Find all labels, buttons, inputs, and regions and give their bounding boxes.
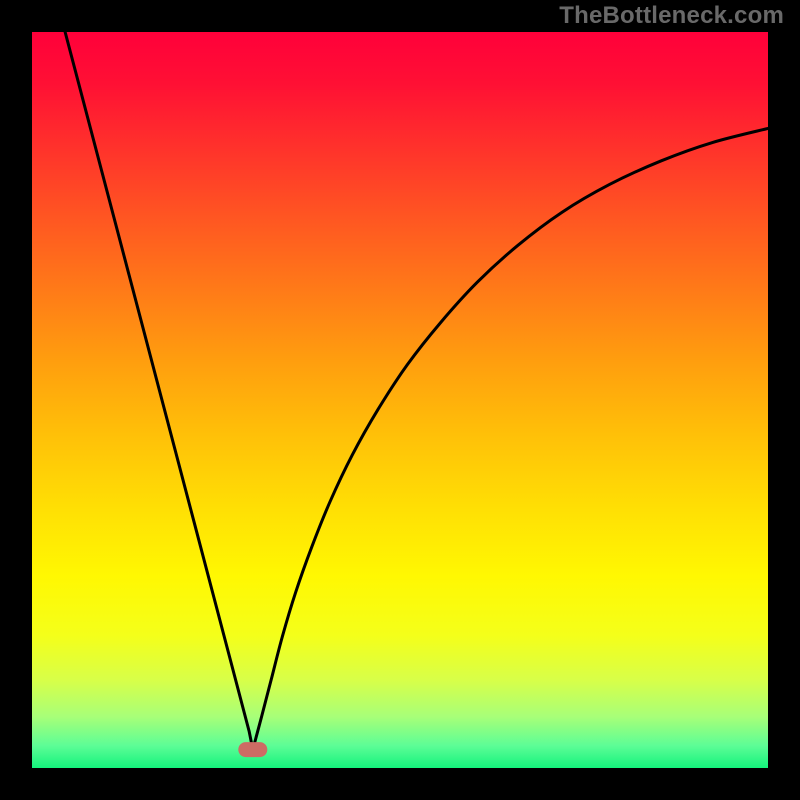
figure-frame: TheBottleneck.com: [0, 0, 800, 800]
watermark-text: TheBottleneck.com: [559, 2, 784, 30]
bottleneck-chart: [32, 32, 768, 768]
gradient-background: [32, 32, 768, 768]
optimal-point-marker: [239, 743, 267, 757]
